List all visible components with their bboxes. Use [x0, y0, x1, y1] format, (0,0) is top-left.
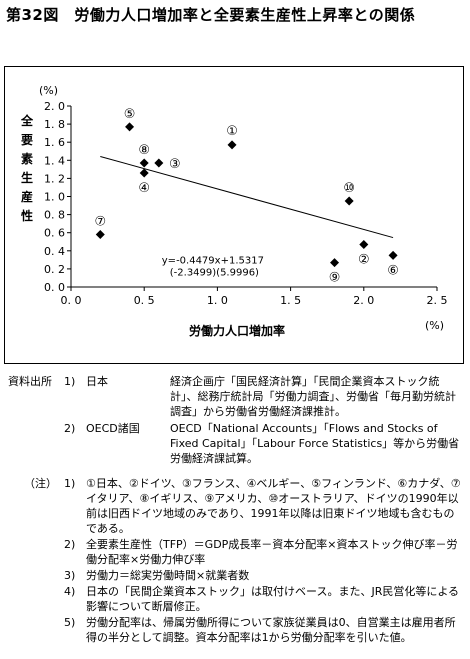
- note-num: 2): [64, 538, 76, 551]
- data-point-label: ⑥: [387, 263, 399, 278]
- y-tick-label: 0. 4: [44, 245, 65, 258]
- data-point-label: ⑤: [124, 107, 136, 122]
- note-num: 1): [64, 477, 76, 490]
- trendline: [100, 156, 394, 239]
- y-axis-unit: (%): [39, 84, 58, 97]
- data-point-label: ⑨: [329, 271, 341, 286]
- data-point-marker: [344, 196, 354, 206]
- note-text: 全要素生産性（TFP）＝GDP成長率－資本分配率×資本ストック伸び率－労働分配率…: [86, 538, 458, 566]
- x-tick-label: 0. 5: [134, 294, 155, 307]
- data-point-marker: [95, 230, 105, 240]
- data-point-marker: [388, 250, 398, 260]
- y-tick-label: 0. 2: [44, 263, 65, 276]
- data-point-marker: [330, 258, 340, 268]
- data-points: ① ② ③ ④ ⑤ ⑥ ⑦ ⑧ ⑨ ⑩: [94, 107, 398, 286]
- note-row: 3) 労働力＝総実労働時間×就業者数: [8, 568, 464, 583]
- scatter-chart: y=-0.4479x+1.5317(-2.3499)(5.9996) ① ② ③ ④ ⑤…: [20, 84, 448, 338]
- source-name: OECD諸国: [86, 422, 140, 435]
- source-row-2: 2) OECD諸国 OECD「National Accounts」「Flows …: [8, 421, 464, 466]
- note-num: 3): [64, 569, 76, 582]
- data-point-marker: [139, 168, 149, 178]
- note-row: （注） 1) ①日本、②ドイツ、③フランス、④ベルギー、⑤フィンランド、⑥カナダ…: [8, 476, 464, 536]
- trend-t-values: (-2.3499)(5.9996): [170, 267, 259, 278]
- y-tick-label: 0. 8: [44, 209, 65, 222]
- note-row: 4) 日本の「民間企業資本ストック」は取付けベース。また、JR民営化等による影響…: [8, 584, 464, 614]
- note-text: 労働分配率は、帰属労働所得について家族従業員は0、自営業主は雇用者所得の半分とし…: [86, 616, 456, 644]
- data-point-marker: [154, 158, 164, 168]
- y-tick-label: 1. 0: [44, 191, 65, 204]
- axis-labels: 0. 0 0. 2 0. 4 0. 6 0. 8 1. 0 1. 2 1. 4 1. 6 1. 8…: [20, 84, 448, 338]
- source-num: 2): [64, 422, 76, 435]
- y-tick-label: 1. 2: [44, 172, 65, 185]
- y-axis-label: 全要素生産性: [20, 113, 34, 223]
- trend-equation: y=-0.4479x+1.5317: [162, 255, 264, 266]
- data-point-label: ⑦: [94, 215, 106, 230]
- source-name: 日本: [86, 375, 108, 388]
- x-tick-label: 2. 5: [427, 294, 448, 307]
- data-point-label: ④: [138, 181, 150, 196]
- notes-section: （注） 1) ①日本、②ドイツ、③フランス、④ベルギー、⑤フィンランド、⑥カナダ…: [8, 476, 464, 646]
- data-point-label: ⑩: [343, 181, 355, 196]
- data-point-marker: [139, 158, 149, 168]
- source-section: 資料出所 1) 日本 経済企画庁「国民経済計算」「民間企業資本ストック統計」、総…: [8, 374, 464, 466]
- x-tick-label: 1. 0: [207, 294, 228, 307]
- x-axis-unit: (%): [425, 319, 444, 332]
- x-tick-label: 2. 0: [353, 294, 374, 307]
- y-tick-label: 0. 6: [44, 227, 65, 240]
- note-num: 4): [64, 585, 76, 598]
- x-axis-label: 労働力人口増加率: [189, 323, 285, 338]
- source-num: 1): [64, 375, 76, 388]
- note-row: 2) 全要素生産性（TFP）＝GDP成長率－資本分配率×資本ストック伸び率－労働…: [8, 537, 464, 567]
- note-row: 5) 労働分配率は、帰属労働所得について家族従業員は0、自営業主は雇用者所得の半…: [8, 615, 464, 645]
- x-tick-label: 0. 0: [61, 294, 82, 307]
- data-point-label: ②: [358, 252, 370, 267]
- data-point-label: ③: [169, 157, 181, 172]
- source-text: OECD「National Accounts」「Flows and Stocks…: [170, 422, 460, 465]
- data-point-marker: [359, 239, 369, 249]
- page-title: 第32図 労働力人口増加率と全要素生産性上昇率との関係: [6, 6, 416, 24]
- data-point-marker: [227, 140, 237, 150]
- y-tick-label: 2. 0: [44, 100, 65, 113]
- note-text: 労働力＝総実労働時間×就業者数: [86, 569, 250, 582]
- note-num: 5): [64, 616, 76, 629]
- trendline-group: y=-0.4479x+1.5317(-2.3499)(5.9996): [100, 156, 394, 278]
- data-point-marker: [125, 122, 135, 132]
- y-tick-label: 1. 8: [44, 118, 65, 131]
- data-point-label: ⑧: [138, 143, 150, 158]
- source-label: 資料出所: [8, 375, 52, 388]
- source-text: 経済企画庁「国民経済計算」「民間企業資本ストック統計」、総務庁統計局「労働力調査…: [170, 375, 456, 418]
- chart-axes: [67, 105, 438, 291]
- chart-frame: y=-0.4479x+1.5317 (-2.3499)(5.9996) ① ② ③ ④ ⑤…: [4, 66, 464, 364]
- data-point-label: ①: [226, 124, 238, 139]
- note-text: ①日本、②ドイツ、③フランス、④ベルギー、⑤フィンランド、⑥カナダ、⑦イタリア、…: [86, 477, 461, 535]
- note-text: 日本の「民間企業資本ストック」は取付けベース。また、JR民営化等による影響につい…: [86, 585, 460, 613]
- y-tick-label: 0. 0: [44, 281, 65, 294]
- notes-label: （注）: [24, 477, 57, 490]
- y-tick-label: 1. 4: [44, 154, 65, 167]
- y-tick-label: 1. 6: [44, 136, 65, 149]
- x-tick-label: 1. 5: [280, 294, 301, 307]
- source-row-1: 資料出所 1) 日本 経済企画庁「国民経済計算」「民間企業資本ストック統計」、総…: [8, 374, 464, 419]
